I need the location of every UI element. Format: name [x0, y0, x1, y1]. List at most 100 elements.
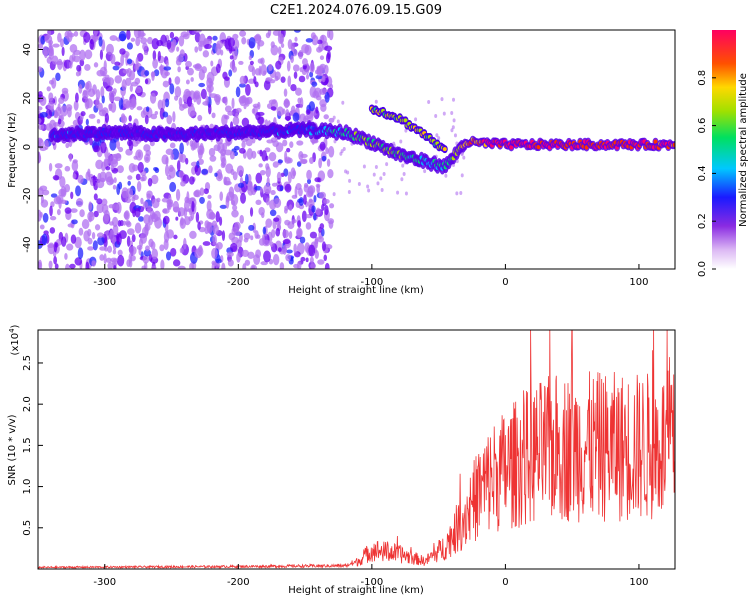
snr-x-ticks: -300 -200 -100 0 100 [93, 564, 648, 588]
noise-blob [264, 119, 269, 127]
y-tick-label: 2.0 [22, 396, 33, 412]
noise-blob [204, 43, 212, 50]
noise-blob [78, 83, 83, 94]
noise-blob [161, 98, 166, 110]
noise-blob [198, 33, 206, 46]
noise-blob [221, 230, 226, 242]
noise-blob [61, 87, 69, 94]
noise-blob [332, 115, 336, 120]
noise-blob [54, 163, 63, 169]
noise-blob [164, 98, 170, 108]
noise-blob [295, 87, 302, 96]
noise-blob [311, 34, 319, 46]
noise-blob [125, 220, 131, 226]
noise-blob [311, 81, 318, 87]
snr-y-scale: (x104) [8, 324, 21, 355]
noise-blob [116, 165, 124, 174]
noise-blob [327, 168, 334, 179]
noise-blob [107, 245, 113, 253]
noise-blob [128, 245, 137, 256]
noise-blob [179, 142, 184, 155]
noise-blob [297, 220, 302, 228]
noise-blob [41, 46, 50, 56]
noise-blob [85, 261, 90, 269]
noise-blob [109, 229, 115, 241]
noise-blob [161, 197, 169, 203]
noise-blob [146, 193, 152, 200]
noise-blob [236, 252, 241, 263]
noise-blob [151, 248, 158, 260]
noise-blob [195, 211, 200, 223]
noise-blob [156, 197, 161, 203]
noise-blob [452, 118, 456, 123]
spectrogram-heatmap [38, 30, 675, 269]
noise-blob [189, 207, 193, 216]
noise-blob [120, 54, 125, 67]
noise-blob [162, 80, 170, 88]
noise-blob [292, 112, 300, 122]
x-tick-label: 0 [502, 577, 508, 588]
noise-blob [235, 112, 239, 119]
noise-blob [110, 164, 115, 171]
noise-blob [134, 77, 141, 85]
noise-blob [314, 238, 319, 249]
noise-blob [67, 223, 74, 228]
noise-blob [84, 97, 90, 110]
noise-blob [41, 233, 48, 246]
noise-blob [79, 209, 85, 218]
noise-blob [74, 257, 83, 266]
noise-blob [263, 79, 271, 91]
noise-blob [97, 236, 105, 246]
noise-blob [54, 109, 58, 118]
noise-blob [113, 265, 117, 269]
noise-blob [55, 72, 61, 82]
x-tick-label: 100 [629, 277, 648, 288]
colorbar [712, 30, 736, 269]
noise-blob [100, 141, 107, 154]
snr-panel: -300 -200 -100 0 100 0.5 1.0 1.5 2.0 2.5 Height … [7, 324, 676, 596]
noise-blob [280, 172, 285, 177]
noise-blob [51, 77, 57, 89]
noise-blob [290, 55, 294, 63]
noise-blob [260, 64, 268, 76]
noise-blob [54, 263, 59, 269]
noise-blob [152, 50, 157, 61]
noise-blob [206, 71, 215, 84]
noise-blob [157, 99, 164, 110]
noise-blob [211, 112, 216, 119]
noise-blob [303, 194, 307, 205]
noise-blob [239, 75, 246, 85]
noise-blob [241, 141, 246, 149]
snr-series-line [38, 330, 675, 569]
noise-blob [305, 38, 313, 43]
noise-blob [263, 184, 272, 195]
noise-blob [309, 256, 314, 264]
noise-blob [238, 96, 246, 104]
noise-blob [57, 103, 61, 111]
noise-blob [207, 194, 212, 199]
noise-blob [81, 218, 90, 230]
noise-blob [49, 205, 53, 217]
noise-blob [143, 51, 149, 56]
noise-blob [118, 181, 123, 190]
noise-blob [228, 186, 235, 198]
colorbar-tick-label: 0.6 [697, 118, 708, 134]
noise-blob [79, 59, 85, 67]
noise-blob [283, 98, 290, 109]
noise-blob [289, 141, 294, 149]
noise-blob [244, 173, 249, 185]
noise-blob [56, 194, 64, 205]
noise-blob [460, 173, 464, 178]
noise-blob [87, 246, 94, 251]
noise-blob [271, 182, 278, 187]
noise-blob [437, 136, 441, 141]
y-tick-label: 1.0 [22, 479, 33, 495]
noise-blob [189, 230, 197, 239]
noise-blob [311, 139, 319, 144]
noise-blob [112, 249, 117, 255]
noise-blob [251, 265, 256, 269]
noise-blob [92, 84, 97, 95]
y-tick-label: 20 [22, 92, 33, 105]
noise-blob [241, 117, 250, 127]
noise-blob [275, 142, 284, 153]
